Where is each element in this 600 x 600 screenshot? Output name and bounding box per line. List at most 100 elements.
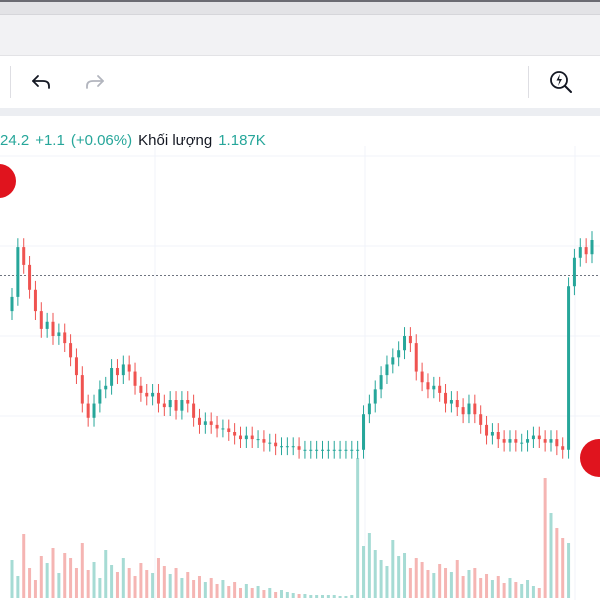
candle-body	[502, 439, 506, 443]
candle-body	[496, 432, 500, 440]
candle-body	[168, 400, 172, 408]
candle-body	[449, 400, 453, 404]
volume-bar	[45, 563, 49, 598]
candle-body	[215, 424, 219, 429]
volume-bar	[227, 586, 231, 598]
candle-body	[180, 400, 184, 411]
candle-body	[250, 435, 254, 440]
toolbar-separator	[528, 66, 529, 98]
volume-bar	[309, 595, 313, 598]
candle-body	[315, 449, 319, 451]
candle-body	[356, 449, 360, 451]
candle-body	[567, 286, 571, 450]
candle-body	[285, 446, 289, 448]
candle-body	[69, 343, 73, 358]
volume-bar	[274, 592, 278, 598]
candle-body	[121, 364, 125, 376]
candle-body	[309, 449, 313, 451]
volume-bar	[543, 478, 547, 598]
volume-bar	[326, 595, 330, 598]
quick-search-button[interactable]	[546, 68, 576, 96]
candle-body	[80, 375, 84, 404]
candle-body	[537, 435, 541, 440]
legend-volume-value: 1.187K	[218, 131, 266, 149]
candle-body	[520, 442, 524, 444]
volume-bar	[537, 588, 541, 598]
candle-body	[16, 247, 20, 297]
volume-bar	[238, 588, 242, 598]
candle-body	[209, 421, 213, 425]
candle-body	[268, 442, 272, 444]
candle-body	[543, 439, 547, 443]
volume-bar	[221, 580, 225, 598]
candle-body	[526, 439, 530, 443]
redo-button[interactable]	[80, 68, 110, 96]
candle-body	[572, 257, 576, 287]
candle-body	[244, 435, 248, 440]
volume-bar	[520, 584, 524, 598]
candle-body	[455, 400, 459, 408]
undo-arrow-icon	[32, 75, 50, 89]
volume-bar	[86, 570, 90, 598]
candle-body	[33, 289, 37, 312]
candle-body	[63, 332, 67, 344]
candle-body	[379, 375, 383, 390]
candle-body	[256, 439, 260, 441]
volume-bar	[203, 582, 207, 598]
volume-bar	[279, 590, 283, 598]
volume-bar	[104, 550, 108, 598]
price-legend: 24.2 +1.1 (+0.06%) Khối lượng 1.187K	[0, 130, 266, 150]
volume-bar	[16, 576, 20, 598]
volume-bar	[162, 566, 166, 598]
candle-body	[514, 439, 518, 443]
candle-body	[115, 368, 119, 376]
volume-bar	[145, 570, 149, 598]
candle-body	[408, 336, 412, 344]
candle-body	[508, 439, 512, 443]
volume-bar	[479, 578, 483, 598]
candle-body	[391, 357, 395, 365]
candle-body	[145, 392, 149, 397]
volume-bar	[151, 573, 155, 598]
volume-bar	[156, 558, 160, 598]
volume-bar	[168, 574, 172, 598]
volume-bar	[33, 580, 37, 598]
candle-body	[485, 424, 489, 436]
price-chart[interactable]	[0, 116, 600, 600]
candle-body	[461, 407, 465, 415]
volume-bar	[555, 528, 559, 598]
lightning-search-icon	[550, 71, 572, 93]
volume-bar	[244, 584, 248, 598]
volume-bar	[432, 573, 436, 598]
candle-body	[162, 403, 166, 408]
volume-bar	[367, 533, 371, 598]
candle-body	[291, 446, 295, 448]
candle-body	[473, 403, 477, 415]
volume-bar	[127, 568, 131, 598]
chart-pane[interactable]: 24.2 +1.1 (+0.06%) Khối lượng 1.187K	[0, 116, 600, 600]
candle-body	[110, 368, 114, 386]
candle-body	[397, 350, 401, 358]
candle-body	[350, 449, 354, 451]
volume-bar	[356, 458, 360, 598]
undo-button[interactable]	[26, 68, 56, 96]
candle-body	[438, 385, 442, 393]
volume-bar	[561, 538, 565, 598]
red-circle-marker[interactable]	[580, 439, 600, 477]
volume-bar	[473, 568, 477, 598]
volume-bar	[139, 563, 143, 598]
red-circle-marker[interactable]	[0, 164, 16, 198]
legend-volume-label: Khối lượng	[138, 131, 213, 149]
candle-body	[490, 432, 494, 436]
candle-body	[39, 311, 43, 329]
volume-bar	[362, 546, 366, 598]
volume-bar	[303, 594, 307, 598]
candle-body	[197, 417, 201, 425]
volume-bar	[514, 582, 518, 598]
volume-bar	[285, 592, 289, 598]
candle-body	[22, 247, 26, 265]
volume-bar	[133, 576, 137, 598]
volume-bar	[315, 595, 319, 598]
tab-bar	[0, 14, 600, 55]
volume-bar	[531, 586, 535, 598]
